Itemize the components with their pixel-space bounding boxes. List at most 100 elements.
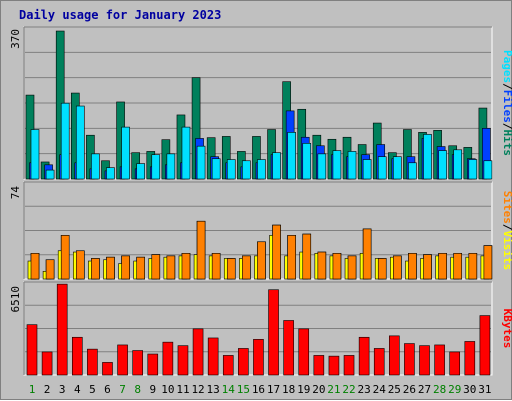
- pages-bar: [332, 150, 342, 180]
- visits-bar: [91, 258, 100, 280]
- legend-kbytes: KBytes: [501, 309, 512, 349]
- visits-bar: [362, 228, 372, 280]
- legend-sites-visits-part: Sites: [501, 191, 512, 224]
- kbytes-bar: [373, 348, 385, 376]
- day-tick-label: 18: [282, 383, 295, 396]
- visits-bar: [257, 241, 266, 280]
- day-tick-label: 17: [267, 383, 280, 396]
- day-tick-label: 26: [403, 383, 416, 396]
- day-tick-label: 5: [89, 383, 96, 396]
- pages-bar: [226, 159, 236, 180]
- day-tick-label: 21: [327, 383, 340, 396]
- kbytes-bar: [56, 283, 68, 376]
- kbytes-bar: [253, 339, 264, 376]
- kbytes-bar: [434, 344, 445, 376]
- visits-bar: [287, 235, 296, 280]
- pages-bar: [121, 126, 130, 180]
- visits-bar: [483, 245, 493, 280]
- day-tick-label: 7: [119, 383, 126, 396]
- pages-bar: [317, 153, 327, 180]
- pages-bar: [211, 158, 221, 180]
- kbytes-bar: [313, 355, 325, 376]
- visits-bar: [196, 220, 206, 280]
- kbytes-bar: [358, 336, 370, 376]
- day-tick-label: 12: [191, 383, 204, 396]
- pages-bar: [45, 169, 55, 180]
- legend-pages-files-hits-part: Pages: [501, 50, 512, 83]
- day-tick-label: 10: [161, 383, 174, 396]
- pages-bar: [347, 151, 357, 180]
- day-tick-label: 13: [207, 383, 220, 396]
- visits-bar: [30, 253, 40, 280]
- panel-2-ymax-label: 74: [9, 186, 22, 200]
- kbytes-bar: [147, 353, 159, 376]
- pages-bar: [483, 160, 493, 180]
- day-tick-label: 27: [418, 383, 431, 396]
- visits-bar: [121, 255, 130, 280]
- pages-bar: [151, 154, 161, 180]
- day-tick-label: 31: [478, 383, 491, 396]
- visits-bar: [75, 250, 85, 280]
- kbytes-bar: [283, 320, 294, 376]
- kbytes-bar: [268, 289, 279, 376]
- kbytes-bar: [404, 343, 415, 376]
- pages-bar: [468, 159, 478, 180]
- kbytes-bar: [222, 355, 234, 376]
- visits-bar: [468, 253, 478, 280]
- visits-bar: [302, 233, 312, 280]
- kbytes-bar: [298, 328, 310, 376]
- pages-bar: [30, 129, 40, 180]
- pages-bar: [75, 105, 85, 180]
- kbytes-bar: [132, 350, 143, 376]
- pages-bar: [242, 160, 251, 180]
- pages-bar: [257, 159, 266, 180]
- day-tick-label: 15: [237, 383, 250, 396]
- day-tick-label: 16: [252, 383, 265, 396]
- visits-bar: [211, 253, 221, 280]
- pages-bar: [181, 126, 191, 180]
- pages-bar: [408, 162, 417, 180]
- pages-bar: [393, 156, 402, 180]
- pages-bar: [106, 167, 115, 180]
- visits-bar: [453, 253, 463, 280]
- day-tick-label: 20: [312, 383, 325, 396]
- pages-bar: [166, 153, 176, 180]
- visits-bar: [151, 254, 161, 280]
- panel-3-ymax-label: 6510: [9, 286, 22, 313]
- kbytes-bar: [479, 315, 491, 376]
- day-tick-label: 3: [59, 383, 66, 396]
- day-tick-label: 19: [297, 383, 310, 396]
- chart-title: Daily usage for January 2023: [19, 8, 222, 22]
- visits-bar: [438, 253, 447, 280]
- visits-bar: [226, 258, 236, 280]
- day-tick-label: 4: [74, 383, 81, 396]
- kbytes-bar: [87, 348, 98, 376]
- day-tick-label: 1: [29, 383, 36, 396]
- pages-bar: [272, 152, 281, 180]
- day-tick-label: 9: [149, 383, 156, 396]
- visits-bar: [408, 253, 417, 280]
- kbytes-bar: [162, 341, 174, 376]
- visits-bar: [347, 255, 357, 280]
- visits-bar: [181, 253, 191, 280]
- day-tick-label: 8: [134, 383, 141, 396]
- visits-bar: [60, 235, 70, 280]
- visits-bar: [317, 251, 327, 280]
- visits-bar: [136, 256, 145, 280]
- day-tick-label: 23: [358, 383, 371, 396]
- pages-bar: [91, 153, 100, 180]
- legend-pages-files-hits: Pages/Files/Hits: [501, 50, 512, 156]
- pages-bar: [438, 150, 447, 180]
- kbytes-bar: [389, 335, 400, 376]
- visits-bar: [106, 256, 115, 280]
- legend-pages-files-hits-part: /: [501, 123, 512, 130]
- kbytes-bar: [464, 341, 476, 376]
- kbytes-bar: [26, 324, 38, 376]
- day-tick-label: 22: [342, 383, 355, 396]
- pages-bar: [377, 156, 387, 180]
- legend-sites-visits: Sites/Visits: [501, 191, 512, 271]
- kbytes-bar: [41, 351, 53, 376]
- day-tick-label: 6: [104, 383, 111, 396]
